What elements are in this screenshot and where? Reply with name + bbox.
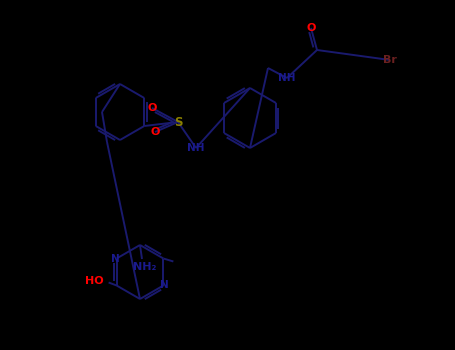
- Text: NH: NH: [187, 143, 205, 153]
- Text: HO: HO: [85, 275, 104, 286]
- Text: N: N: [111, 253, 120, 264]
- Text: N: N: [160, 280, 169, 290]
- Text: S: S: [174, 116, 182, 128]
- Text: Br: Br: [383, 55, 397, 65]
- Text: NH₂: NH₂: [133, 262, 157, 272]
- Text: O: O: [306, 23, 316, 33]
- Text: NH: NH: [278, 73, 296, 83]
- Text: O: O: [150, 127, 160, 137]
- Text: O: O: [147, 103, 157, 113]
